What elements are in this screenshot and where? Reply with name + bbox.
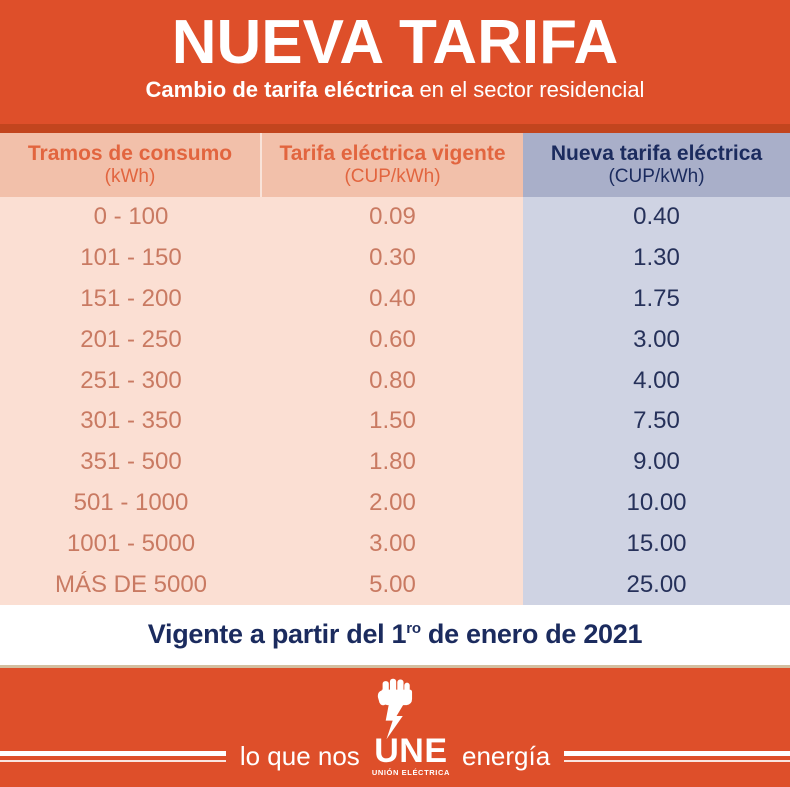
column-header-consumption: Tramos de consumo (kWh) [0,133,262,197]
table-row: 151 - 200 0.40 1.75 [0,278,790,320]
tagline: lo que nos UNE UNIÓN ELÉCTRICA energía [0,731,790,777]
column-header-title: Tarifa eléctrica vigente [279,142,506,165]
column-header-title: Nueva tarifa eléctrica [550,142,763,165]
new-tariff-cell: 25.00 [523,564,790,605]
consumption-range-cell: 301 - 350 [0,400,262,442]
current-tariff-cell: 3.00 [262,523,523,565]
consumption-range-cell: 501 - 1000 [0,482,262,524]
banner: NUEVA TARIFA Cambio de tarifa eléctrica … [0,0,790,124]
current-tariff-cell: 1.80 [262,441,523,483]
table-row: 351 - 500 1.80 9.00 [0,441,790,483]
tagline-right-text: energía [461,740,551,771]
column-header-title: Tramos de consumo [27,142,233,165]
table-row: 301 - 350 1.50 7.50 [0,400,790,442]
current-tariff-cell: 0.09 [262,197,523,238]
consumption-range-cell: 1001 - 5000 [0,523,262,565]
current-tariff-cell: 2.00 [262,482,523,524]
new-tariff-cell: 3.00 [523,319,790,361]
table-row: 101 - 150 0.30 1.30 [0,237,790,279]
effective-date-band: Vigente a partir del 1ro de enero de 202… [0,604,790,668]
new-tariff-cell: 7.50 [523,400,790,442]
consumption-range-cell: MÁS DE 5000 [0,564,262,605]
table-row: 1001 - 5000 3.00 15.00 [0,523,790,565]
table-row: 201 - 250 0.60 3.00 [0,319,790,361]
une-brand-text: UNE [374,731,448,770]
consumption-range-cell: 101 - 150 [0,237,262,279]
column-header-unit: (CUP/kWh) [344,166,441,188]
banner-divider [0,124,790,133]
new-tariff-cell: 0.40 [523,197,790,238]
table-row: 0 - 100 0.09 0.40 [0,197,790,238]
table-row: 251 - 300 0.80 4.00 [0,360,790,401]
current-tariff-cell: 5.00 [262,564,523,605]
new-tariff-cell: 15.00 [523,523,790,565]
table-row: MÁS DE 5000 5.00 25.00 [0,564,790,605]
page-subtitle: Cambio de tarifa eléctrica en el sector … [146,77,645,103]
consumption-range-cell: 151 - 200 [0,278,262,320]
tagline-right-bar [564,750,790,762]
page-title: NUEVA TARIFA [171,8,619,77]
current-tariff-cell: 0.60 [262,319,523,361]
new-tariff-cell: 4.00 [523,360,790,401]
subtitle-bold-part: Cambio de tarifa eléctrica [145,77,414,103]
une-brand: UNE UNIÓN ELÉCTRICA [371,731,450,777]
tagline-left-bar [0,750,226,762]
consumption-range-cell: 251 - 300 [0,360,262,401]
new-tariff-cell: 1.75 [523,278,790,320]
effective-date-prefix: Vigente a partir del 1 [147,619,407,650]
effective-date-superscript: ro [406,620,421,638]
new-tariff-cell: 10.00 [523,482,790,524]
current-tariff-cell: 0.40 [262,278,523,320]
tagline-left-text: lo que nos [239,740,360,771]
consumption-range-cell: 351 - 500 [0,441,262,483]
current-tariff-cell: 0.30 [262,237,523,279]
tagline-words: lo que nos UNE UNIÓN ELÉCTRICA energía [239,731,551,777]
column-header-current-tariff: Tarifa eléctrica vigente (CUP/kWh) [262,133,523,197]
footer: lo que nos UNE UNIÓN ELÉCTRICA energía [0,667,790,787]
consumption-range-cell: 0 - 100 [0,197,262,238]
subtitle-regular-part: en el sector residencial [413,77,645,103]
column-header-unit: (CUP/kWh) [608,166,705,188]
table-header-row: Tramos de consumo (kWh) Tarifa eléctrica… [0,133,790,197]
column-header-unit: (kWh) [104,166,156,188]
current-tariff-cell: 1.50 [262,400,523,442]
consumption-range-cell: 201 - 250 [0,319,262,361]
column-header-new-tariff: Nueva tarifa eléctrica (CUP/kWh) [523,133,790,197]
tariff-table: Tramos de consumo (kWh) Tarifa eléctrica… [0,133,790,605]
effective-date-text: Vigente a partir del 1ro de enero de 202… [147,619,643,650]
new-tariff-cell: 9.00 [523,441,790,483]
current-tariff-cell: 0.80 [262,360,523,401]
new-tariff-cell: 1.30 [523,237,790,279]
une-brand-subtext: UNIÓN ELÉCTRICA [371,767,450,777]
table-row: 501 - 1000 2.00 10.00 [0,482,790,524]
effective-date-suffix: de enero de 2021 [420,619,643,650]
une-fist-lightning-logo [377,678,413,740]
table-body: 0 - 100 0.09 0.40 101 - 150 0.30 1.30 151 - 20… [0,197,790,605]
